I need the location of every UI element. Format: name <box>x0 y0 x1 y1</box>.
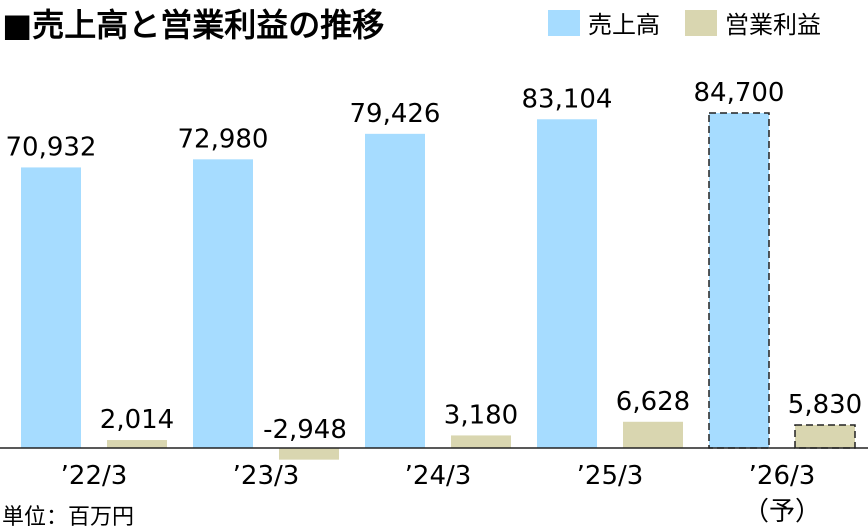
value-label-sales-2: 79,426 <box>350 99 441 129</box>
legend-label-profit: 営業利益 <box>725 11 821 39</box>
value-label-profit-1: -2,948 <box>263 415 347 445</box>
bar-profit-3 <box>623 421 683 448</box>
bar-sales-4 <box>708 112 770 449</box>
bar-sales-0 <box>21 167 81 448</box>
bar-sales-2 <box>365 133 425 448</box>
plot-area: 70,932 2,014 72,980 -2,948 79,426 3,180 83,104… <box>6 78 862 460</box>
forecast-note: （予） <box>743 497 821 527</box>
bar-sales-3 <box>537 119 597 448</box>
value-label-profit-0: 2,014 <box>100 405 174 435</box>
bar-profit-0 <box>107 440 167 448</box>
x-axis-ticks: ’22/3 ’23/3 ’24/3 ’25/3 ’26/3 <box>61 461 816 491</box>
value-label-sales-3: 83,104 <box>522 84 613 114</box>
x-tick-label-2: ’24/3 <box>405 461 472 491</box>
x-tick-label-1: ’23/3 <box>233 461 300 491</box>
value-label-sales-0: 70,932 <box>6 132 97 162</box>
legend: 売上高 営業利益 <box>548 10 821 39</box>
value-label-sales-4: 84,700 <box>694 78 785 108</box>
value-label-profit-3: 6,628 <box>616 387 690 417</box>
legend-swatch-profit <box>685 10 717 36</box>
value-label-sales-1: 72,980 <box>178 124 269 154</box>
legend-swatch-sales <box>548 10 580 36</box>
legend-label-sales: 売上高 <box>588 11 660 39</box>
x-tick-label-4: ’26/3 <box>749 461 816 491</box>
value-label-profit-2: 3,180 <box>444 400 518 430</box>
bar-sales-1 <box>193 159 253 449</box>
bar-profit-4 <box>794 424 856 449</box>
x-tick-label-3: ’25/3 <box>577 461 644 491</box>
chart-title: ■売上高と営業利益の推移 <box>2 6 384 44</box>
unit-label: 単位：百万円 <box>2 505 134 530</box>
bar-profit-1 <box>279 448 339 460</box>
x-tick-label-0: ’22/3 <box>61 461 128 491</box>
bar-profit-2 <box>451 435 511 448</box>
value-label-profit-4: 5,830 <box>788 390 862 420</box>
